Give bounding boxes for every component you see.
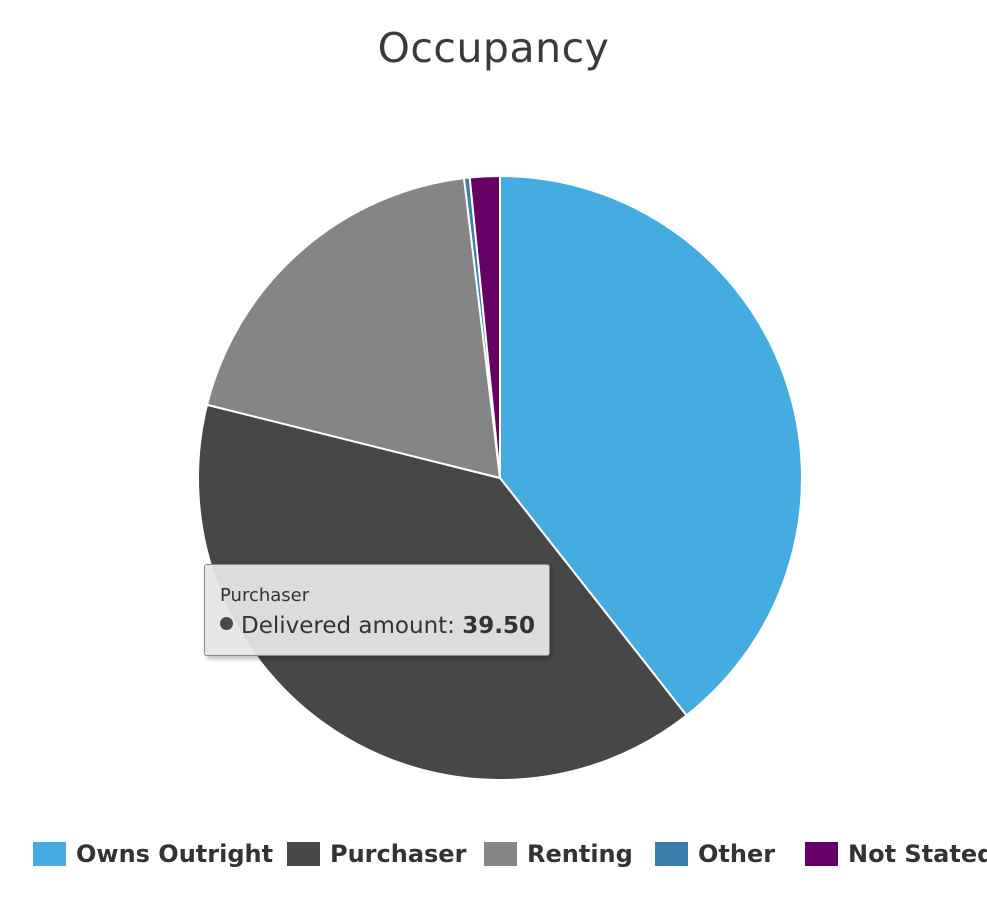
chart-title: Occupancy xyxy=(377,24,610,72)
legend-label: Renting xyxy=(527,840,633,868)
legend-item-other[interactable]: Other xyxy=(655,836,775,872)
tooltip-value: 39.50 xyxy=(462,613,535,639)
legend-item-not-stated[interactable]: Not Stated xyxy=(805,836,987,872)
legend-swatch xyxy=(484,842,517,866)
legend-item-renting[interactable]: Renting xyxy=(484,836,633,872)
pie-slices xyxy=(197,175,803,781)
legend-swatch xyxy=(805,842,838,866)
pie-slice-not-stated[interactable] xyxy=(468,175,501,479)
legend-label: Other xyxy=(698,840,776,868)
legend-item-purchaser[interactable]: Purchaser xyxy=(287,836,466,872)
tooltip: Purchaser Delivered amount: 39.50 xyxy=(204,564,550,656)
tooltip-category: Purchaser xyxy=(220,585,310,606)
legend-label: Not Stated xyxy=(848,840,987,868)
legend-swatch xyxy=(287,842,320,866)
legend: Owns Outright Purchaser Renting Other No… xyxy=(0,836,987,872)
legend-label: Purchaser xyxy=(330,840,467,868)
tooltip-row: Delivered amount: 39.50 xyxy=(220,612,535,640)
tooltip-series-label: Delivered amount xyxy=(241,613,448,639)
legend-item-owns-outright[interactable]: Owns Outright xyxy=(33,836,273,872)
legend-swatch xyxy=(655,842,688,866)
legend-label: Owns Outright xyxy=(76,840,274,868)
tooltip-bullet-icon xyxy=(220,617,233,630)
pie-slice-renting[interactable] xyxy=(206,177,501,479)
tooltip-separator: : xyxy=(447,613,463,639)
pie-slice-owns-outright[interactable] xyxy=(499,175,803,717)
legend-swatch xyxy=(33,842,66,866)
